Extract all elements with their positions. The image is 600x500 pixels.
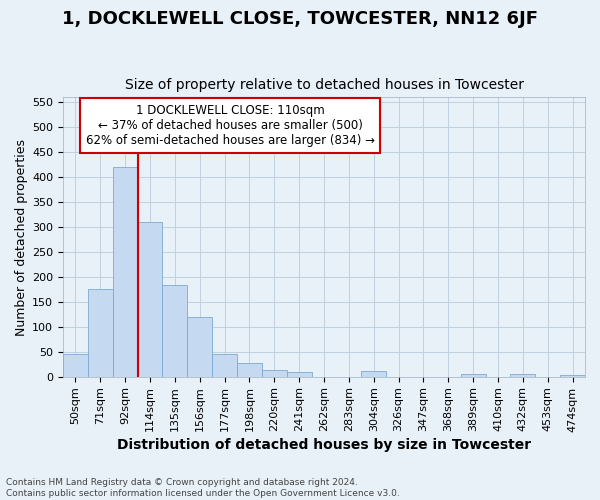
- Bar: [113, 167, 137, 376]
- Bar: [63, 354, 88, 376]
- Text: 1 DOCKLEWELL CLOSE: 110sqm
← 37% of detached houses are smaller (500)
62% of sem: 1 DOCKLEWELL CLOSE: 110sqm ← 37% of deta…: [86, 104, 374, 148]
- Bar: [361, 371, 386, 376]
- Bar: [461, 374, 485, 376]
- Bar: [262, 370, 287, 376]
- Bar: [237, 363, 262, 376]
- Bar: [287, 372, 311, 376]
- Bar: [187, 317, 212, 376]
- Bar: [212, 354, 237, 376]
- Bar: [560, 374, 585, 376]
- Bar: [511, 374, 535, 376]
- Text: 1, DOCKLEWELL CLOSE, TOWCESTER, NN12 6JF: 1, DOCKLEWELL CLOSE, TOWCESTER, NN12 6JF: [62, 10, 538, 28]
- Bar: [137, 222, 163, 376]
- X-axis label: Distribution of detached houses by size in Towcester: Distribution of detached houses by size …: [117, 438, 531, 452]
- Title: Size of property relative to detached houses in Towcester: Size of property relative to detached ho…: [125, 78, 524, 92]
- Text: Contains HM Land Registry data © Crown copyright and database right 2024.
Contai: Contains HM Land Registry data © Crown c…: [6, 478, 400, 498]
- Bar: [88, 290, 113, 376]
- Bar: [163, 286, 187, 376]
- Y-axis label: Number of detached properties: Number of detached properties: [15, 138, 28, 336]
